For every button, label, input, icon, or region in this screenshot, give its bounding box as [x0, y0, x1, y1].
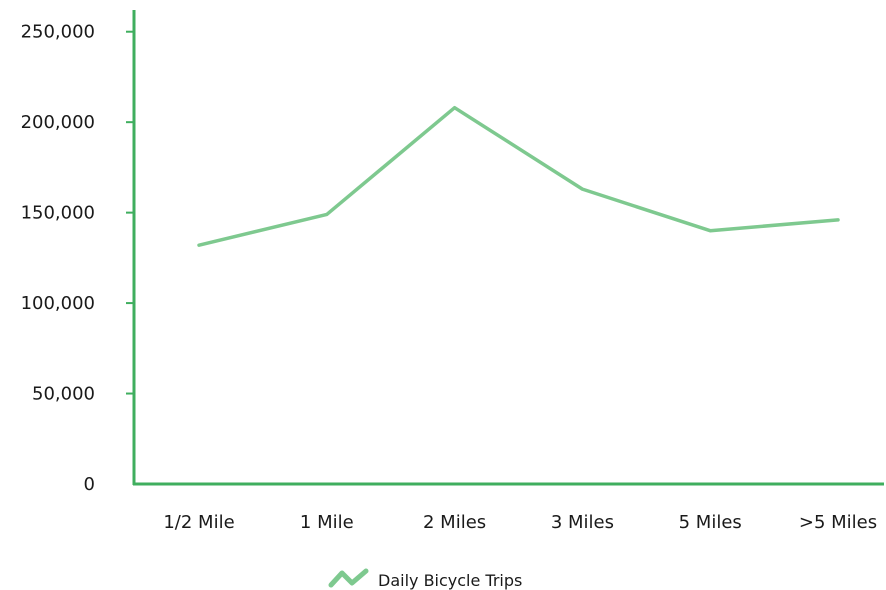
y-axis-tick-label: 150,000 — [21, 203, 95, 224]
legend-label: Daily Bicycle Trips — [378, 571, 522, 590]
legend-line-swatch-icon — [328, 568, 369, 588]
series-line-daily-bicycle-trips — [197, 105, 840, 247]
y-axis-tick-label: 200,000 — [21, 112, 95, 133]
series-group — [197, 105, 840, 247]
x-axis-tick-label: 1 Mile — [300, 512, 354, 533]
y-axis-tick-label: 50,000 — [32, 384, 95, 405]
x-axis-tick-label: 5 Miles — [679, 512, 742, 533]
x-axis-tick-label: 1/2 Mile — [163, 512, 234, 533]
x-axis-tick-label: 2 Miles — [423, 512, 486, 533]
x-axis-tick-label: >5 Miles — [799, 512, 877, 533]
y-axis-tick-label: 0 — [84, 474, 95, 495]
x-axis-tick-label: 3 Miles — [551, 512, 614, 533]
legend: Daily Bicycle Trips — [328, 568, 522, 590]
y-axis-tick-labels: 250,000 200,000 150,000 100,000 50,000 0 — [21, 22, 95, 495]
x-axis-tick-labels: 1/2 Mile 1 Mile 2 Miles 3 Miles 5 Miles >5 Mi… — [163, 512, 877, 533]
y-axis-tick-label: 250,000 — [21, 22, 95, 43]
y-axis-tick-label: 100,000 — [21, 293, 95, 314]
